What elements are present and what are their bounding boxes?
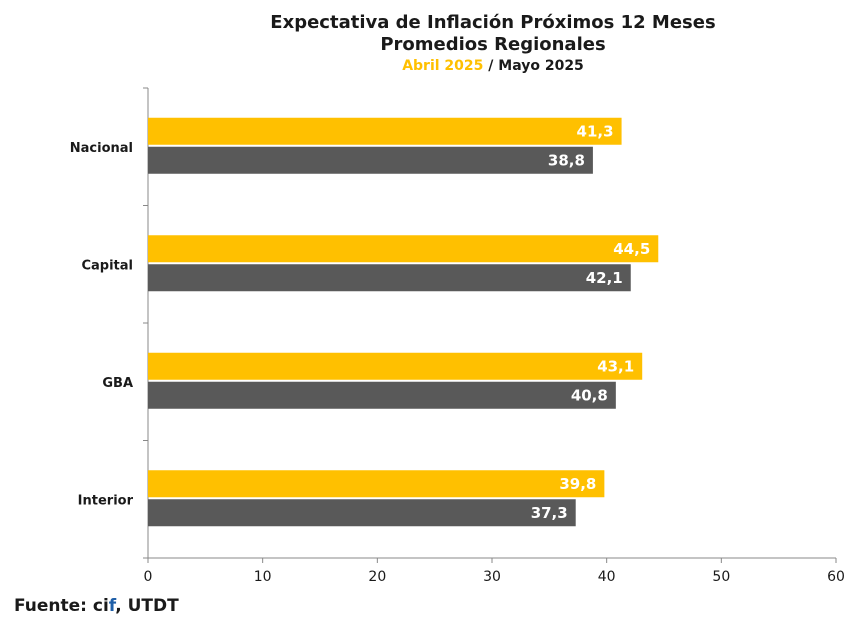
category-label: Capital: [81, 258, 133, 273]
bar-value-label: 40,8: [571, 386, 608, 404]
x-tick-label: 20: [368, 569, 386, 585]
chart-legend-line: Abril 2025 / Mayo 2025: [150, 57, 836, 75]
x-tick-label: 0: [144, 569, 153, 585]
bar-1: [148, 470, 605, 498]
chart-title-block: Expectativa de Inflación Próximos 12 Mes…: [150, 12, 836, 75]
category-label: Interior: [78, 493, 134, 508]
bar-1: [148, 352, 643, 380]
legend-series-2: Mayo 2025: [498, 58, 584, 74]
bar-value-label: 43,1: [597, 357, 634, 375]
bar-2: [148, 146, 593, 174]
bar-2: [148, 499, 576, 527]
source-suffix: , UTDT: [115, 596, 179, 616]
source-highlight: f: [108, 596, 116, 616]
legend-separator: /: [483, 58, 499, 74]
chart-subtitle: Promedios Regionales: [380, 34, 606, 55]
bar-value-label: 39,8: [559, 475, 596, 493]
bar-1: [148, 235, 659, 263]
bar-value-label: 44,5: [613, 240, 650, 258]
bar-1: [148, 117, 622, 145]
bar-2: [148, 264, 631, 292]
bar-value-label: 38,8: [548, 151, 585, 169]
source-note: Fuente: cif, UTDT: [14, 596, 179, 616]
category-label: GBA: [102, 376, 133, 391]
bar-chart: 0 10 20 30 40 50 60 Nacional 41,3 38,8 Capital 44,5…: [70, 87, 845, 585]
category-label: Nacional: [70, 141, 133, 156]
x-tick-label: 40: [598, 569, 616, 585]
bar-value-label: 41,3: [577, 122, 614, 140]
x-tick-label: 10: [254, 569, 272, 585]
source-prefix: Fuente: ci: [14, 596, 109, 616]
legend-series-1: Abril 2025: [402, 58, 484, 74]
bar-value-label: 37,3: [531, 504, 568, 522]
bar-value-label: 42,1: [586, 269, 623, 287]
chart-title: Expectativa de Inflación Próximos 12 Mes…: [270, 12, 716, 33]
bar-2: [148, 381, 616, 409]
x-tick-label: 30: [483, 569, 501, 585]
x-tick-label: 50: [712, 569, 730, 585]
x-tick-label: 60: [827, 569, 845, 585]
